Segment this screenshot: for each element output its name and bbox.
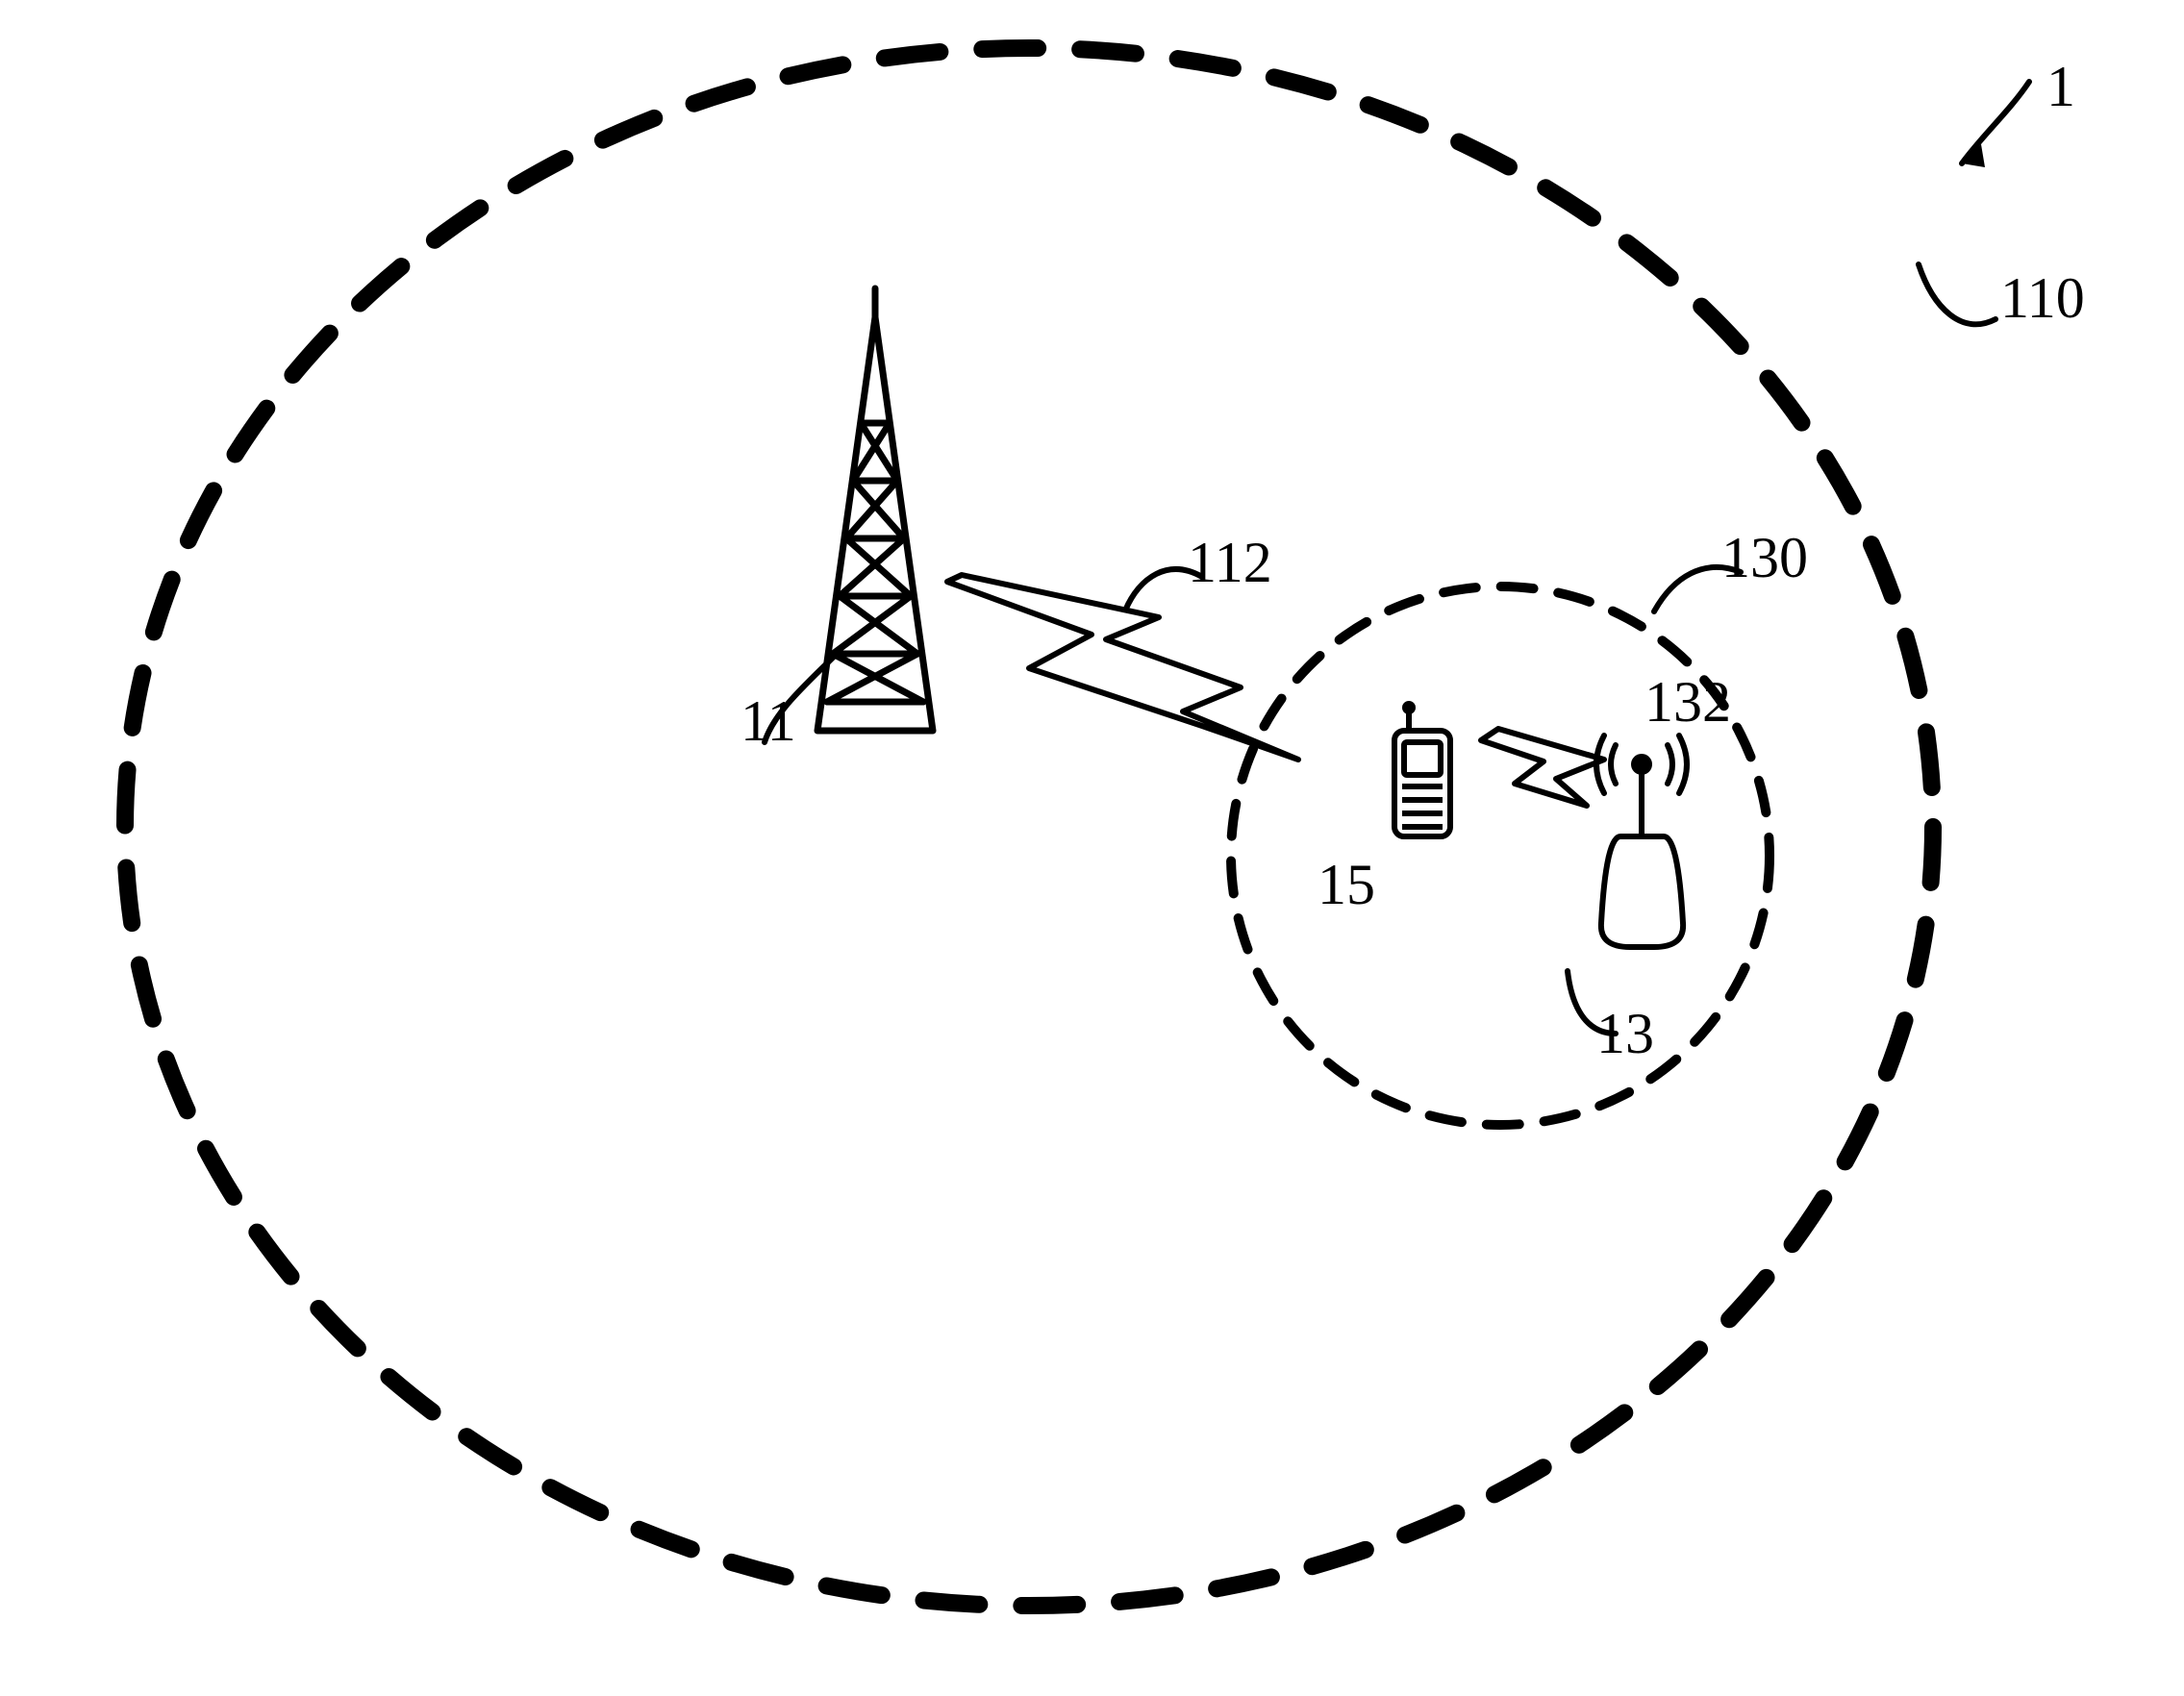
label-macro-link: 112 [1188,534,1272,591]
callout-1 [1962,82,2029,163]
diagram-svg [0,0,2184,1696]
label-ue: 15 [1318,856,1375,913]
small-link-bolt [1481,729,1604,806]
macro-tower-icon [817,288,933,731]
macro-link-bolt [947,575,1298,760]
diagram-canvas: 1 110 11 112 130 132 15 13 [0,0,2184,1696]
label-small-cell: 130 [1721,529,1808,586]
small-bs-icon [1596,736,1687,947]
label-small-link: 132 [1644,673,1731,731]
small-cell-boundary [1231,586,1770,1125]
label-macro-cell: 110 [2000,269,2085,327]
callout-110 [1919,264,1996,324]
macro-cell-boundary [125,48,1933,1606]
label-system: 1 [2046,58,2075,115]
label-macro-bs: 11 [741,692,796,750]
ue-phone-icon [1394,704,1450,836]
label-small-bs: 13 [1596,1005,1654,1062]
